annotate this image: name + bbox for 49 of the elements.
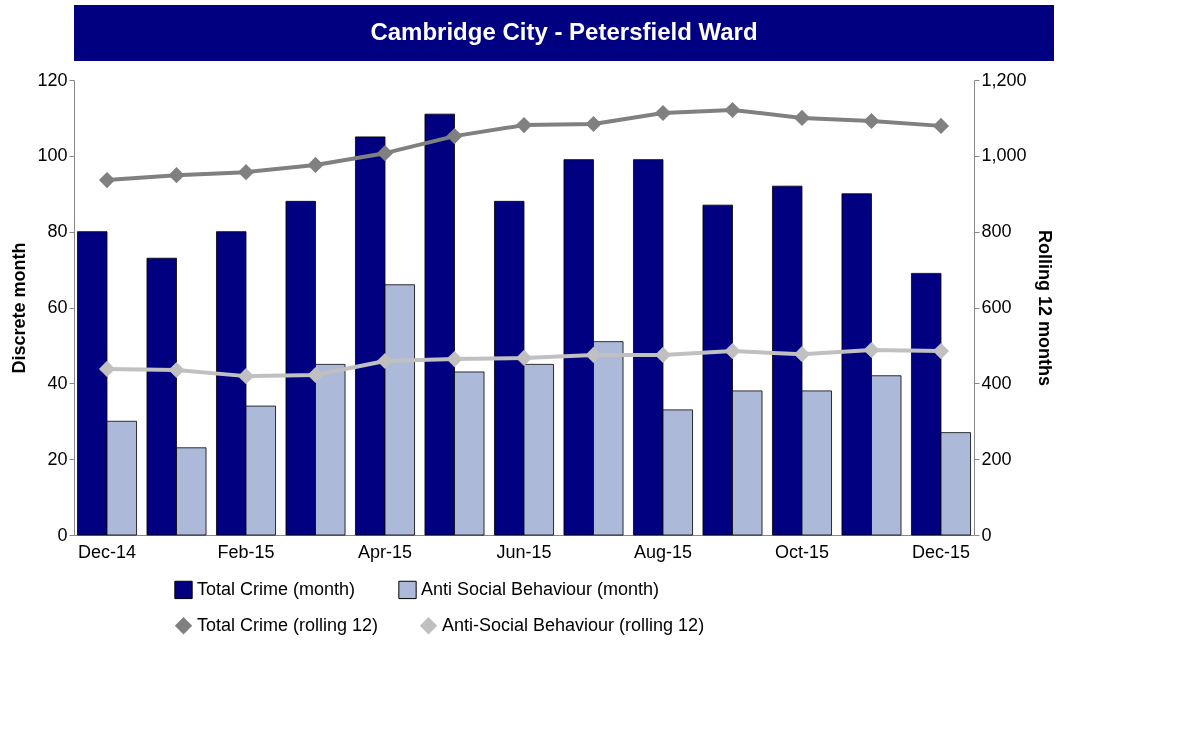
point (724, 101, 741, 119)
y2-axis-title: Rolling 12 months (1034, 229, 1055, 387)
legend-label: Anti Social Behaviour (month) (421, 578, 660, 599)
y-tick-label: 20 (47, 448, 68, 469)
legend-label: Total Crime (month) (197, 578, 356, 599)
legend-label: Total Crime (rolling 12) (197, 614, 379, 635)
point (168, 167, 185, 184)
point (446, 128, 463, 145)
y2-tick-label: 0 (981, 524, 992, 545)
y-axis-title: Discrete month (9, 242, 30, 374)
y-tick-label: 0 (57, 524, 68, 545)
x-tick-label: Jun-15 (496, 541, 552, 562)
y2-tick-label: 1,200 (981, 69, 1027, 90)
x-tick-label: Oct-15 (774, 541, 830, 562)
y-tick-label: 40 (47, 372, 68, 393)
y2-tick-label: 200 (981, 448, 1012, 469)
y2-tick-label: 1,000 (981, 145, 1027, 166)
y-tick-label: 80 (47, 221, 68, 242)
y-tick-label: 100 (37, 145, 68, 166)
x-tick-label: Feb-15 (217, 541, 275, 562)
point (376, 145, 394, 162)
point (585, 115, 602, 133)
point (654, 104, 672, 122)
x-tick-label: Dec-15 (911, 541, 970, 562)
x-tick-label: Apr-15 (357, 541, 413, 562)
point (863, 112, 880, 130)
y2-tick-label: 400 (981, 372, 1012, 393)
point (724, 343, 741, 360)
point (932, 343, 950, 360)
y2-tick-label: 800 (981, 221, 1012, 242)
point (793, 346, 811, 363)
point (515, 349, 533, 366)
point (237, 164, 255, 181)
point (863, 341, 880, 359)
legend-label: Anti-Social Behaviour (rolling 12) (442, 614, 705, 635)
point (515, 117, 533, 134)
y-tick-label: 60 (47, 297, 68, 317)
point (98, 172, 116, 189)
x-tick-label: Aug-15 (633, 541, 693, 562)
y2-tick-label: 600 (981, 297, 1012, 317)
point (932, 117, 950, 134)
point (307, 366, 324, 384)
y-tick-label: 120 (37, 69, 68, 90)
point (793, 109, 811, 126)
point (446, 351, 463, 368)
chart-title: Cambridge City - Petersfield Ward (370, 18, 758, 45)
point (307, 156, 324, 173)
point (168, 362, 185, 379)
x-tick-label: Dec-14 (78, 541, 137, 562)
